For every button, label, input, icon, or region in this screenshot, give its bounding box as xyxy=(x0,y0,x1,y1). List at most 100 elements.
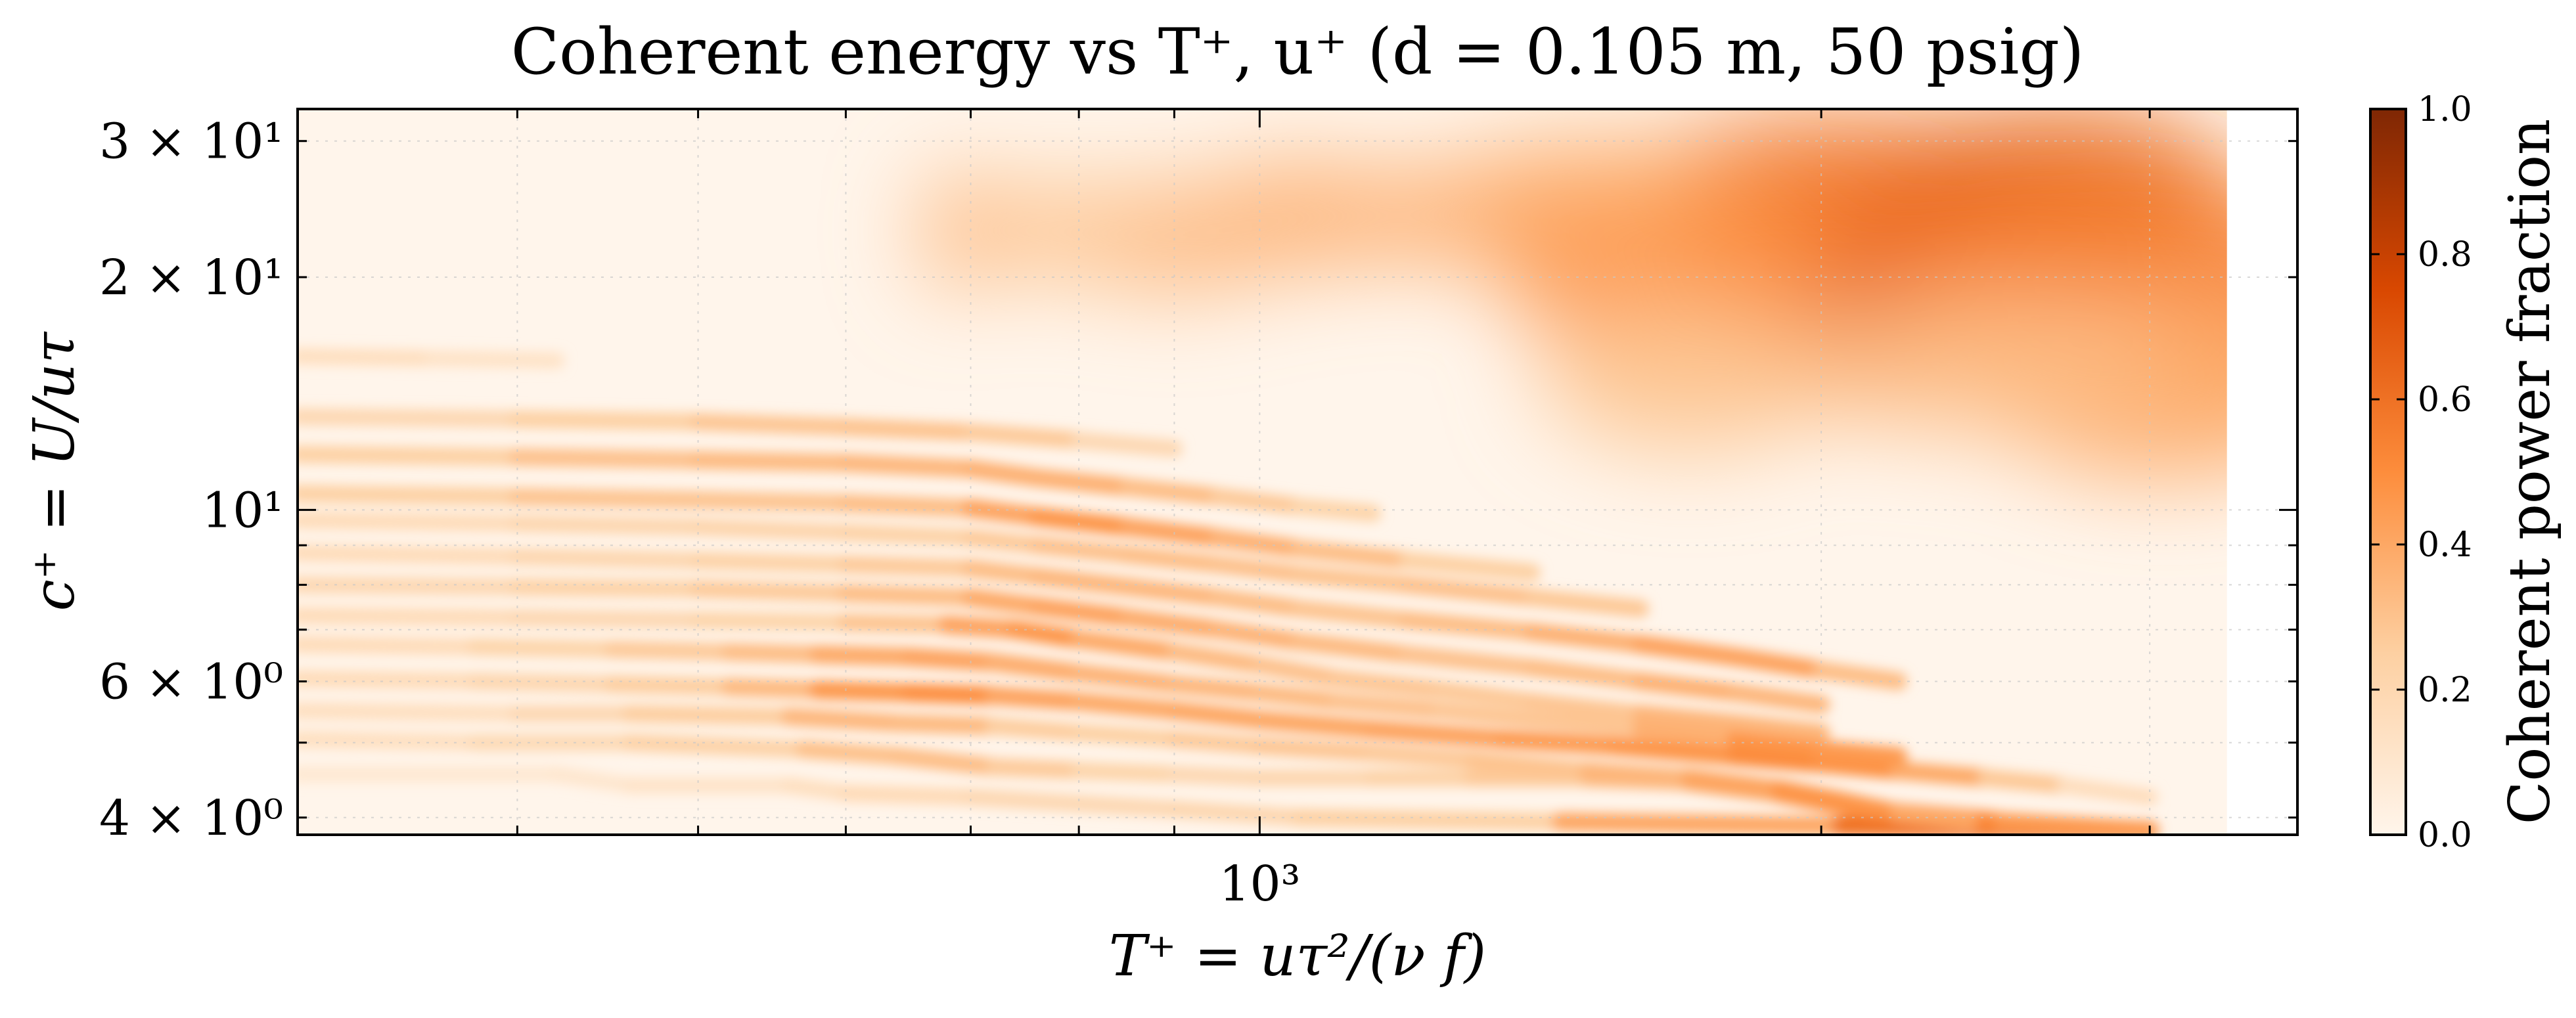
band-segment xyxy=(809,680,920,702)
band-segment xyxy=(1119,609,1227,639)
band-segment xyxy=(1209,621,1308,651)
band-segment xyxy=(1524,693,1650,722)
band-segment xyxy=(1328,670,1449,699)
band-segment xyxy=(604,640,739,661)
band-segment xyxy=(1028,536,1137,564)
band-segment xyxy=(1290,808,1570,831)
band-segment xyxy=(2056,777,2158,806)
band-segment xyxy=(298,445,526,466)
band-segment xyxy=(1028,469,1137,497)
band-segment xyxy=(1251,737,1382,762)
band-segment xyxy=(837,454,980,478)
band-segment xyxy=(1028,597,1137,627)
band-segment xyxy=(1364,744,1481,769)
band-segment xyxy=(1524,711,1650,738)
band-segment xyxy=(1290,565,1416,594)
energy-blob-8 xyxy=(1328,169,1552,263)
band-segment xyxy=(508,578,707,598)
band-segment xyxy=(1432,701,1541,729)
x-axis-ticks: 10³ xyxy=(516,109,2151,912)
band-segment xyxy=(962,560,1047,586)
band-segment xyxy=(298,731,484,751)
band-segment xyxy=(1070,630,1184,661)
band-segment xyxy=(1290,600,1416,629)
band-segment xyxy=(689,451,855,472)
y-axis-label: c⁺ = U/uτ xyxy=(22,331,87,611)
band-segment xyxy=(1524,588,1650,617)
colorbar xyxy=(2369,108,2407,836)
band-segment xyxy=(621,734,813,758)
band-segment xyxy=(1579,761,1699,787)
energy-band-12 xyxy=(298,408,1183,457)
band-segment xyxy=(837,785,980,806)
band-segment xyxy=(1812,754,1908,780)
band-segment xyxy=(1523,659,1650,690)
band-segment xyxy=(1209,488,1308,516)
band-segment xyxy=(1398,576,1541,607)
band-segment xyxy=(1209,588,1308,618)
band-segment xyxy=(298,670,484,690)
band-segment xyxy=(961,588,1047,616)
band-segment xyxy=(1727,648,1830,680)
band-segment xyxy=(689,518,855,541)
band-segment xyxy=(1605,736,1746,766)
energy-blob-13 xyxy=(1540,296,1839,451)
band-segment xyxy=(549,766,639,794)
band-segment xyxy=(781,777,855,802)
band-segment xyxy=(1631,635,1745,667)
band-segment xyxy=(1029,793,1183,818)
band-segment xyxy=(298,576,526,596)
band-segment xyxy=(1832,791,1908,823)
band-segment xyxy=(1250,711,1382,739)
band-segment xyxy=(889,747,1003,776)
band-segment xyxy=(1070,724,1183,748)
band-segment xyxy=(298,544,526,565)
band-segment xyxy=(604,675,738,696)
colorbar-tick-label: 0.4 xyxy=(2418,525,2472,565)
coherent-energy-bands xyxy=(298,347,2159,835)
band-segment xyxy=(1119,546,1227,573)
band-segment xyxy=(938,615,1025,639)
band-segment xyxy=(298,347,441,367)
coherent-energy-blobs xyxy=(921,112,2297,478)
band-segment xyxy=(1770,780,1851,810)
band-segment xyxy=(508,515,707,536)
band-segment xyxy=(837,418,980,441)
band-segment xyxy=(1812,740,1908,766)
band-segment xyxy=(1727,684,1830,714)
band-segment xyxy=(1290,632,1416,663)
band-segment xyxy=(837,613,956,634)
band-segment xyxy=(837,556,980,577)
band-segment xyxy=(689,611,855,631)
energy-band-6 xyxy=(298,607,1830,741)
band-segment xyxy=(889,714,1003,736)
band-segment xyxy=(621,705,799,726)
colorbar-tick-label: 0.0 xyxy=(2418,816,2472,855)
energy-band-13 xyxy=(298,347,566,369)
colorbar-tick-label: 0.2 xyxy=(2418,671,2472,710)
band-segment xyxy=(837,494,980,518)
no-data-region xyxy=(2226,109,2297,835)
band-segment xyxy=(780,707,907,732)
band-segment xyxy=(1364,720,1512,749)
x-tick-label: 10³ xyxy=(1219,856,1300,912)
band-segment xyxy=(1399,552,1541,581)
band-segment xyxy=(837,585,980,607)
colorbar-tick-label: 0.8 xyxy=(2418,235,2472,275)
band-segment xyxy=(1209,529,1309,558)
band-segment xyxy=(795,740,907,765)
band-segment xyxy=(689,491,855,512)
band-segment xyxy=(721,678,827,699)
band-segment xyxy=(962,424,1088,449)
band-segment xyxy=(689,413,855,436)
y-tick-label: 3 × 10¹ xyxy=(99,114,283,170)
energy-band-10 xyxy=(298,485,1541,581)
band-segment xyxy=(1889,804,1978,831)
band-segment xyxy=(508,548,707,569)
band-segment xyxy=(467,638,621,658)
energy-band-11 xyxy=(298,445,1382,522)
band-segment xyxy=(1028,507,1137,537)
band-segment xyxy=(1398,611,1541,641)
band-segment xyxy=(1398,646,1541,676)
